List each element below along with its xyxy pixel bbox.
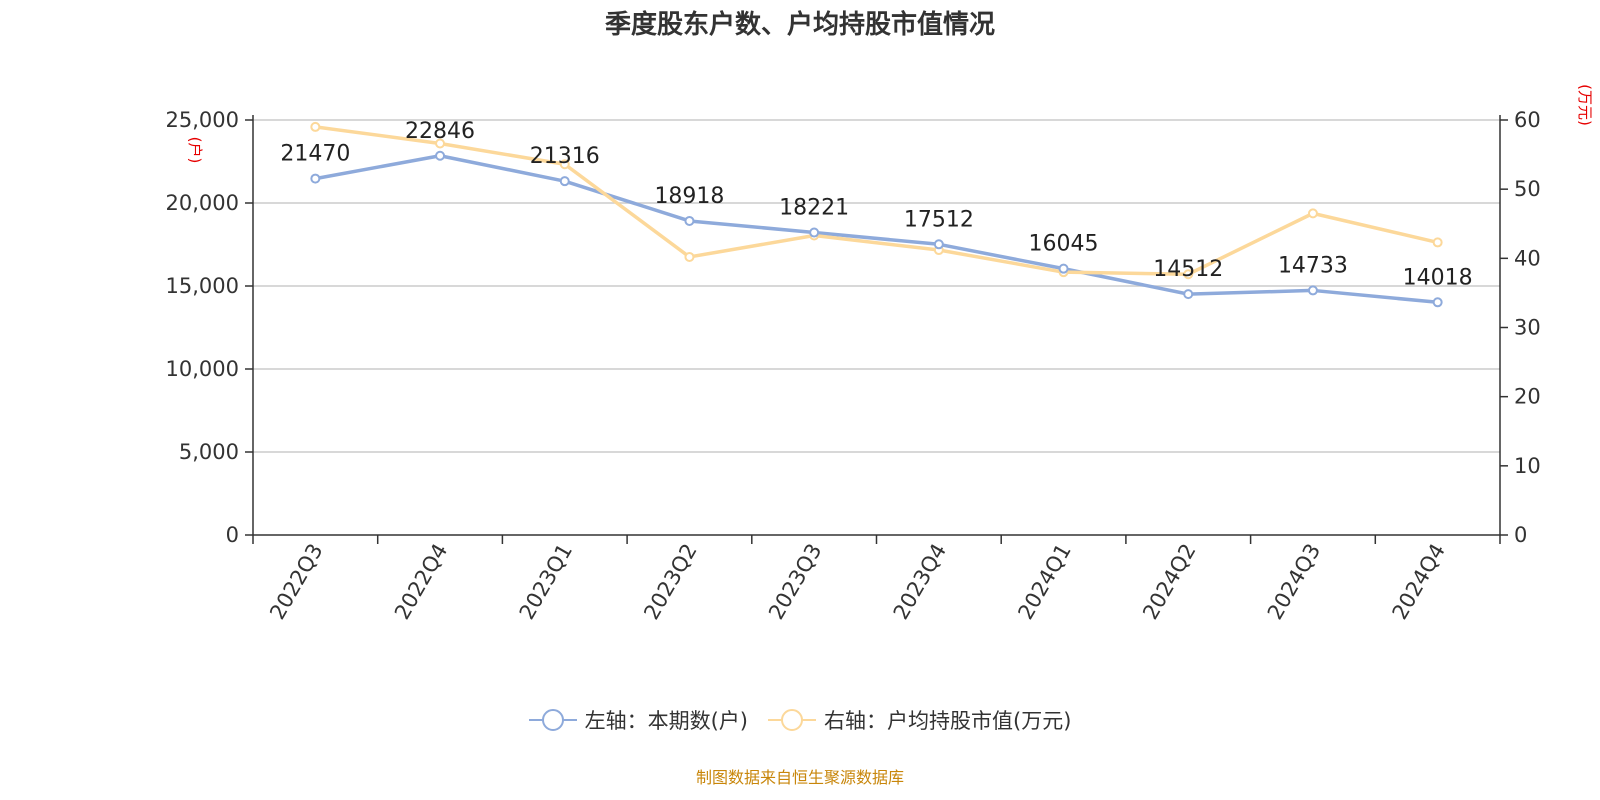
series-lines [315,125,1439,305]
data-point-left [1432,297,1443,308]
source-note: 制图数据来自恒生聚源数据库 [695,768,904,787]
x-tick-label: 2023Q4 [889,540,951,624]
data-label: 14018 [1403,265,1473,290]
x-tick-label: 2022Q4 [390,540,452,624]
right-tick-label: 50 [1514,177,1541,201]
left-tick-label: 5,000 [179,440,239,464]
chart-title: 季度股东户数、户均持股市值情况 [604,10,995,40]
legend-swatch-right-icon [768,708,816,732]
legend-item-right-series[interactable]: 右轴：户均持股市值(万元) [768,705,1071,735]
data-point-left [559,176,570,187]
data-point-left [310,173,321,184]
data-point-right [310,121,321,132]
left-tick-label: 20,000 [166,191,239,215]
series-line-left [315,154,1438,305]
data-point-left [1058,263,1069,274]
x-tick-label: 2022Q3 [265,540,327,624]
x-tick-label: 2024Q4 [1388,540,1450,624]
axes: 0 5,000 10,000 15,000 20,000 25,000 0 10 20 30 40 5… [166,108,1541,624]
data-label: 18918 [654,184,724,209]
legend-label-left: 左轴：本期数(户) [584,709,748,733]
legend: 左轴：本期数(户) 右轴：户均持股市值(万元) [0,705,1600,735]
series-points [310,121,1443,308]
left-tick-label: 10,000 [166,357,239,381]
data-label: 14512 [1153,257,1223,282]
grid-lines [253,119,1500,453]
right-tick-label: 0 [1514,523,1527,547]
legend-label-right: 右轴：户均持股市值(万元) [824,709,1072,733]
legend-swatch-left-icon [528,708,577,732]
left-tick-label: 15,000 [166,274,239,298]
right-tick-label: 30 [1514,316,1541,340]
series-line-right [315,125,1439,276]
data-point-left [1307,285,1318,296]
data-label: 21470 [280,142,350,167]
x-tick-label: 2023Q1 [515,540,577,624]
data-point-right [435,138,446,149]
x-tick-label: 2023Q3 [764,540,826,624]
data-point-right [684,251,695,262]
data-label: 21316 [530,144,600,169]
right-tick-label: 20 [1514,385,1541,409]
data-point-left [809,227,820,238]
data-label: 16045 [1029,232,1099,257]
data-point-left [684,215,695,226]
data-point-right [1432,237,1443,248]
left-tick-label: 0 [226,523,239,547]
chart-canvas: 0 5,000 10,000 15,000 20,000 25,000 0 10 20 30 40 5… [166,84,1594,624]
data-point-right [559,159,570,170]
data-label: 17512 [904,207,974,232]
x-tick-label: 2024Q1 [1013,540,1075,624]
data-point-left [933,239,944,250]
legend-item-left-series[interactable]: 左轴：本期数(户) [528,705,748,735]
x-tick-label: 2023Q2 [639,540,701,624]
data-point-left [435,150,446,161]
data-point-right [1183,269,1194,280]
right-tick-label: 60 [1514,108,1541,132]
data-label: 22846 [405,119,475,144]
left-tick-label: 25,000 [166,108,239,132]
data-label: 18221 [779,196,849,221]
data-label: 14733 [1278,253,1348,278]
data-point-right [1307,208,1318,219]
right-tick-label: 40 [1514,246,1541,270]
x-tick-label: 2024Q2 [1138,540,1200,624]
right-axis-unit: (万元) [1576,84,1594,126]
right-tick-label: 10 [1514,454,1541,478]
left-axis-unit: (户) [186,137,204,164]
x-tick-label: 2024Q3 [1263,540,1325,624]
data-labels: 21470 22846 21316 18918 18221 17512 16045 14512… [280,119,1472,291]
data-point-left [1183,289,1194,300]
